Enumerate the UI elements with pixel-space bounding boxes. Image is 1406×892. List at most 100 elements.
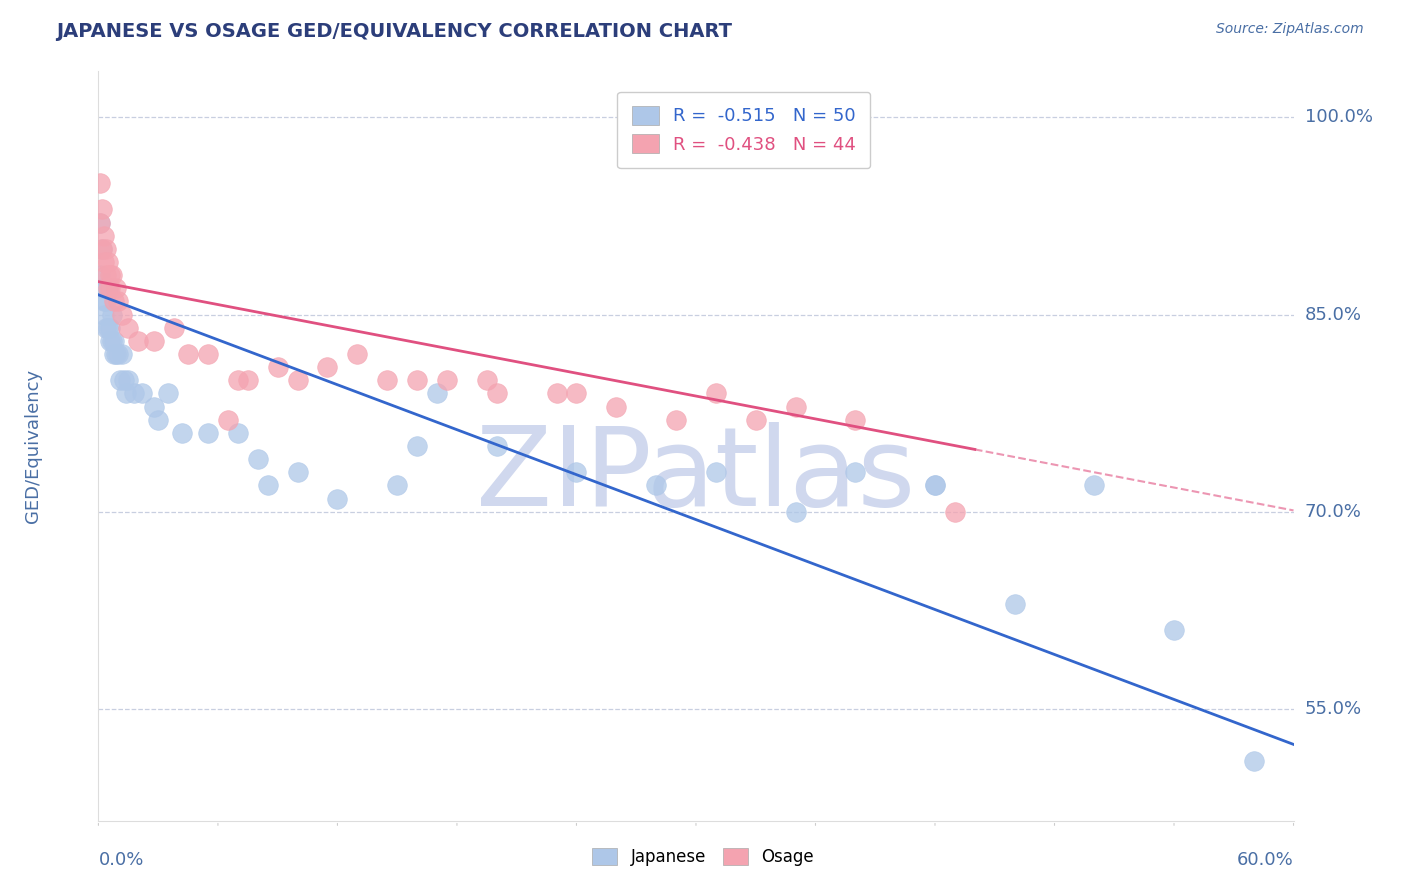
Point xyxy=(143,334,166,348)
Point xyxy=(844,465,866,479)
Point xyxy=(97,320,120,334)
Point xyxy=(91,281,114,295)
Point xyxy=(107,347,129,361)
Point xyxy=(665,413,688,427)
Point xyxy=(111,308,134,322)
Point xyxy=(89,215,111,229)
Text: 0.0%: 0.0% xyxy=(98,851,143,869)
Point xyxy=(117,320,139,334)
Point xyxy=(406,439,429,453)
Point xyxy=(546,386,568,401)
Text: GED/Equivalency: GED/Equivalency xyxy=(24,369,42,523)
Point xyxy=(89,176,111,190)
Point xyxy=(197,425,219,440)
Point xyxy=(93,228,115,243)
Point xyxy=(226,373,249,387)
Point xyxy=(105,347,128,361)
Point xyxy=(98,320,122,334)
Point xyxy=(143,400,166,414)
Point xyxy=(96,242,118,256)
Text: JAPANESE VS OSAGE GED/EQUIVALENCY CORRELATION CHART: JAPANESE VS OSAGE GED/EQUIVALENCY CORREL… xyxy=(56,22,733,41)
Point xyxy=(346,347,368,361)
Text: ZIPatlas: ZIPatlas xyxy=(477,423,915,530)
Point xyxy=(89,268,111,282)
Point xyxy=(844,413,866,427)
Point xyxy=(98,281,122,295)
Point xyxy=(107,294,129,309)
Point xyxy=(97,281,120,295)
Point xyxy=(97,255,120,269)
Point xyxy=(475,373,498,387)
Point xyxy=(103,294,125,309)
Text: Source: ZipAtlas.com: Source: ZipAtlas.com xyxy=(1216,22,1364,37)
Point xyxy=(93,294,115,309)
Text: 85.0%: 85.0% xyxy=(1305,306,1361,324)
Point xyxy=(426,386,449,401)
Text: 100.0%: 100.0% xyxy=(1305,108,1372,127)
Point xyxy=(287,373,309,387)
Point xyxy=(406,373,429,387)
Point xyxy=(485,439,508,453)
Point xyxy=(246,452,269,467)
Point xyxy=(96,268,118,282)
Point xyxy=(645,478,668,492)
Point xyxy=(96,320,118,334)
Point xyxy=(1004,597,1026,611)
Point xyxy=(91,202,114,217)
Point xyxy=(91,242,114,256)
Point xyxy=(785,505,807,519)
Point xyxy=(89,215,111,229)
Point xyxy=(101,334,124,348)
Point xyxy=(943,505,966,519)
Point xyxy=(101,308,124,322)
Point xyxy=(197,347,219,361)
Point xyxy=(172,425,194,440)
Point xyxy=(605,400,627,414)
Point xyxy=(704,465,727,479)
Text: 70.0%: 70.0% xyxy=(1305,503,1361,521)
Point xyxy=(103,334,125,348)
Point xyxy=(157,386,180,401)
Point xyxy=(287,465,309,479)
Point xyxy=(98,334,122,348)
Point xyxy=(436,373,458,387)
Point xyxy=(485,386,508,401)
Point xyxy=(115,386,138,401)
Point xyxy=(924,478,946,492)
Point xyxy=(163,320,186,334)
Point xyxy=(565,386,588,401)
Point xyxy=(103,347,125,361)
Legend: R =  -0.515   N = 50, R =  -0.438   N = 44: R = -0.515 N = 50, R = -0.438 N = 44 xyxy=(617,92,870,169)
Point xyxy=(127,334,149,348)
Point xyxy=(217,413,239,427)
Point xyxy=(105,281,128,295)
Point xyxy=(93,308,115,322)
Point xyxy=(124,386,146,401)
Legend: Japanese, Osage: Japanese, Osage xyxy=(583,840,823,875)
Point xyxy=(326,491,349,506)
Point xyxy=(148,413,170,427)
Point xyxy=(256,478,278,492)
Point xyxy=(93,255,115,269)
Point xyxy=(111,347,134,361)
Point xyxy=(375,373,398,387)
Point xyxy=(131,386,153,401)
Point xyxy=(704,386,727,401)
Point xyxy=(565,465,588,479)
Point xyxy=(110,373,132,387)
Point xyxy=(91,242,114,256)
Point xyxy=(177,347,200,361)
Point xyxy=(96,294,118,309)
Point xyxy=(385,478,409,492)
Point xyxy=(745,413,768,427)
Point xyxy=(924,478,946,492)
Point xyxy=(226,425,249,440)
Point xyxy=(1243,755,1265,769)
Point xyxy=(1163,623,1185,637)
Point xyxy=(267,360,290,375)
Point xyxy=(1083,478,1105,492)
Point xyxy=(101,268,124,282)
Point xyxy=(236,373,259,387)
Point xyxy=(112,373,135,387)
Text: 55.0%: 55.0% xyxy=(1305,700,1362,718)
